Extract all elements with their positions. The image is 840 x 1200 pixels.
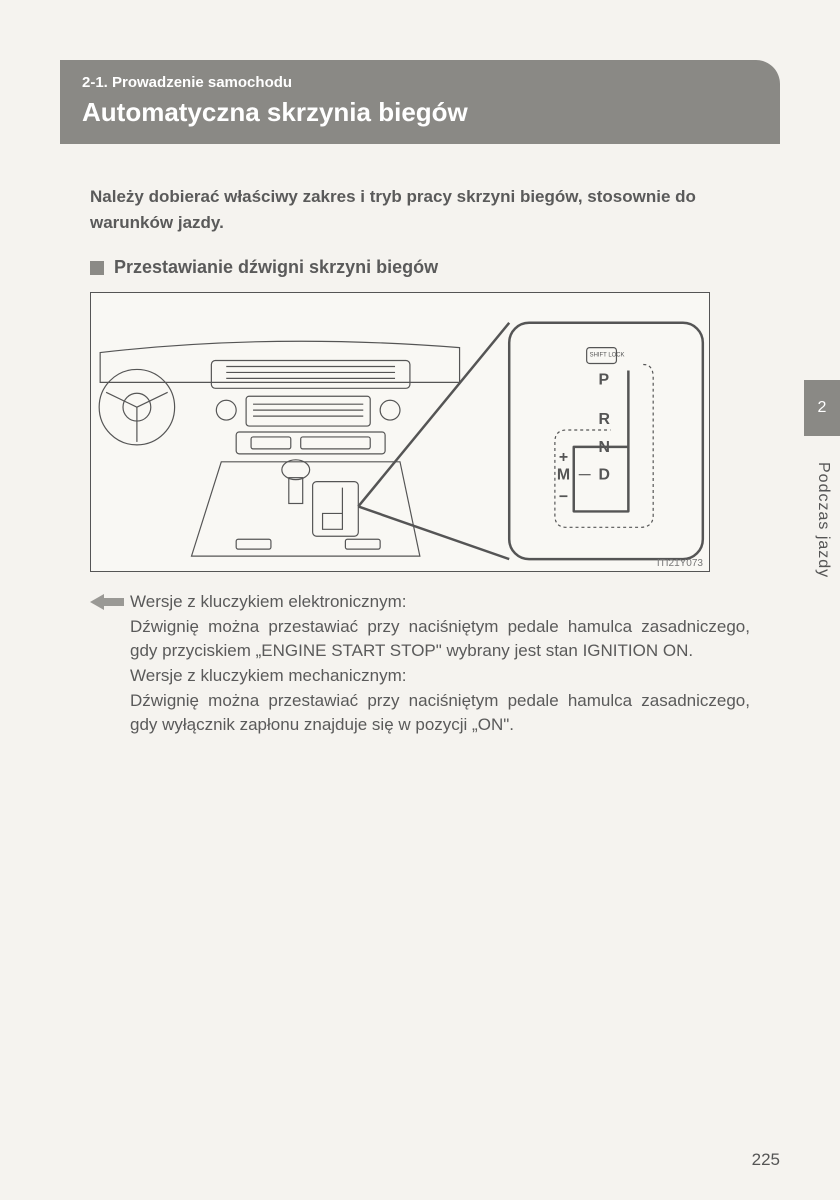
page-container: 2-1. Prowadzenie samochodu Automatyczna … <box>60 60 780 738</box>
page-number: 225 <box>752 1150 780 1170</box>
gear-p-label: P <box>599 371 610 388</box>
arrow-cell <box>90 590 130 738</box>
subheading-text: Przestawianie dźwigni skrzyni biegów <box>114 257 438 278</box>
explain-line4: Dźwignię można przestawiać przy naciśnię… <box>130 691 750 735</box>
gear-r-label: R <box>599 411 611 428</box>
content-area: Należy dobierać właściwy zakres i tryb p… <box>60 144 780 738</box>
gear-d-label: D <box>599 467 610 484</box>
side-tab-number: 2 <box>818 399 827 417</box>
square-bullet-icon <box>90 261 104 275</box>
subheading-row: Przestawianie dźwigni skrzyni biegów <box>90 257 750 278</box>
diagram-code: ITI21Y073 <box>657 558 703 569</box>
explanation-block: Wersje z kluczykiem elektronicznym: Dźwi… <box>90 590 750 738</box>
gear-n-label: N <box>599 439 610 456</box>
side-vertical-label: Podczas jazdy <box>814 462 832 578</box>
shift-lock-label: SHIFT LOCK <box>590 353 625 359</box>
explain-line3: Wersje z kluczykiem mechanicznym: <box>130 666 406 685</box>
gear-minus-label: − <box>559 489 568 506</box>
intro-text: Należy dobierać właściwy zakres i tryb p… <box>90 184 750 235</box>
gear-m-label: M <box>557 467 570 484</box>
header-section-label: 2-1. Prowadzenie samochodu <box>82 74 758 91</box>
explain-line1: Wersje z kluczykiem elektronicznym: <box>130 592 406 611</box>
side-chapter-tab: 2 <box>804 380 840 436</box>
arrow-left-icon <box>90 592 124 612</box>
header-band: 2-1. Prowadzenie samochodu Automatyczna … <box>60 60 780 144</box>
explain-line2: Dźwignię można przestawiać przy naciśnię… <box>130 617 750 661</box>
gear-shift-diagram: SHIFT LOCK P R N D M + − <box>91 293 709 571</box>
explanation-text: Wersje z kluczykiem elektronicznym: Dźwi… <box>130 590 750 738</box>
gear-plus-label: + <box>559 449 568 466</box>
header-title: Automatyczna skrzynia biegów <box>82 97 758 128</box>
diagram-frame: SHIFT LOCK P R N D M + − ITI21Y073 <box>90 292 710 572</box>
